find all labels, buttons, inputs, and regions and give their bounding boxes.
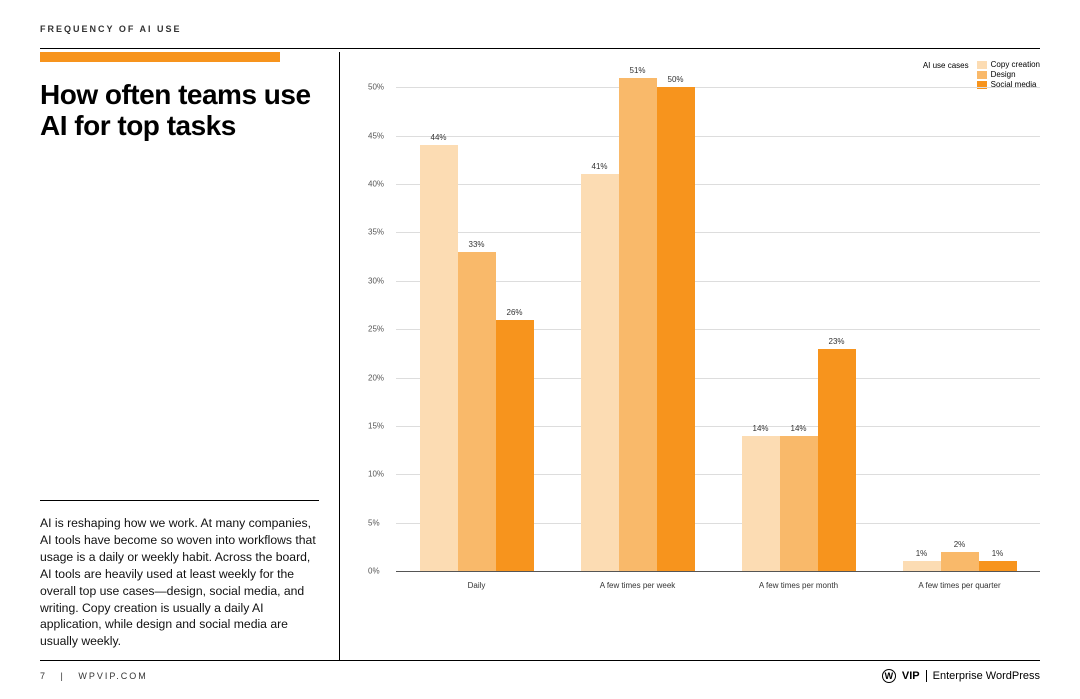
y-axis-label: 45% (368, 131, 384, 140)
chart-area: 0%5%10%15%20%25%30%35%40%45%50% 44%33%26… (368, 68, 1040, 593)
page-number: 7 (40, 671, 47, 681)
y-axis-label: 25% (368, 325, 384, 334)
body-text: AI is reshaping how we work. At many com… (40, 515, 319, 660)
bar: 33% (458, 252, 496, 571)
headline: How often teams use AI for top tasks (40, 80, 319, 142)
bar: 41% (581, 174, 619, 571)
y-axis-label: 20% (368, 373, 384, 382)
bar: 14% (780, 436, 818, 571)
bar-value-label: 26% (506, 308, 522, 317)
footer-site: WPVIP.COM (78, 671, 147, 681)
y-axis-label: 0% (368, 567, 380, 576)
x-axis-label: A few times per quarter (879, 575, 1040, 593)
eyebrow-label: FREQUENCY OF AI USE (40, 24, 1040, 34)
brand-vip: VIP (902, 670, 920, 682)
footer-left: 7 | WPVIP.COM (40, 671, 148, 681)
wordpress-logo-icon: W (882, 669, 896, 683)
gridline (396, 571, 1040, 572)
bar-group: 41%51%50% (557, 68, 718, 571)
y-axis-label: 10% (368, 470, 384, 479)
footer-divider (926, 670, 927, 682)
y-axis-label: 15% (368, 421, 384, 430)
y-axis-label: 30% (368, 276, 384, 285)
y-axis-label: 35% (368, 228, 384, 237)
top-rule (40, 48, 1040, 49)
bar-value-label: 14% (752, 424, 768, 433)
bar: 50% (657, 87, 695, 571)
bar: 2% (941, 552, 979, 571)
y-axis-label: 40% (368, 180, 384, 189)
bar-group: 14%14%23% (718, 68, 879, 571)
bar: 14% (742, 436, 780, 571)
bar-value-label: 41% (591, 162, 607, 171)
chart-plot: 44%33%26%41%51%50%14%14%23%1%2%1% (396, 68, 1040, 571)
bar: 1% (979, 561, 1017, 571)
bar: 51% (619, 78, 657, 571)
bar: 44% (420, 145, 458, 571)
bar-value-label: 1% (992, 549, 1004, 558)
bar-group: 1%2%1% (879, 68, 1040, 571)
bar-group: 44%33%26% (396, 68, 557, 571)
y-axis-label: 50% (368, 83, 384, 92)
bar-value-label: 14% (790, 424, 806, 433)
footer: 7 | WPVIP.COM W VIP Enterprise WordPress (40, 660, 1040, 699)
bar: 26% (496, 320, 534, 572)
x-axis-label: A few times per week (557, 575, 718, 593)
bar: 23% (818, 349, 856, 571)
bar-value-label: 33% (468, 240, 484, 249)
bar-value-label: 23% (828, 337, 844, 346)
y-axis-label: 5% (368, 518, 380, 527)
bar-value-label: 51% (629, 66, 645, 75)
bar-value-label: 50% (667, 75, 683, 84)
bar-value-label: 2% (954, 540, 966, 549)
bar-value-label: 1% (916, 549, 928, 558)
brand-text: Enterprise WordPress (933, 670, 1040, 682)
left-divider (40, 500, 319, 501)
x-axis-label: Daily (396, 575, 557, 593)
bar: 1% (903, 561, 941, 571)
chart-column: AI use cases Copy creationDesignSocial m… (340, 52, 1040, 660)
accent-bar (40, 52, 280, 62)
footer-right: W VIP Enterprise WordPress (882, 669, 1040, 683)
x-axis-label: A few times per month (718, 575, 879, 593)
left-column: How often teams use AI for top tasks AI … (40, 52, 340, 660)
bar-value-label: 44% (430, 133, 446, 142)
